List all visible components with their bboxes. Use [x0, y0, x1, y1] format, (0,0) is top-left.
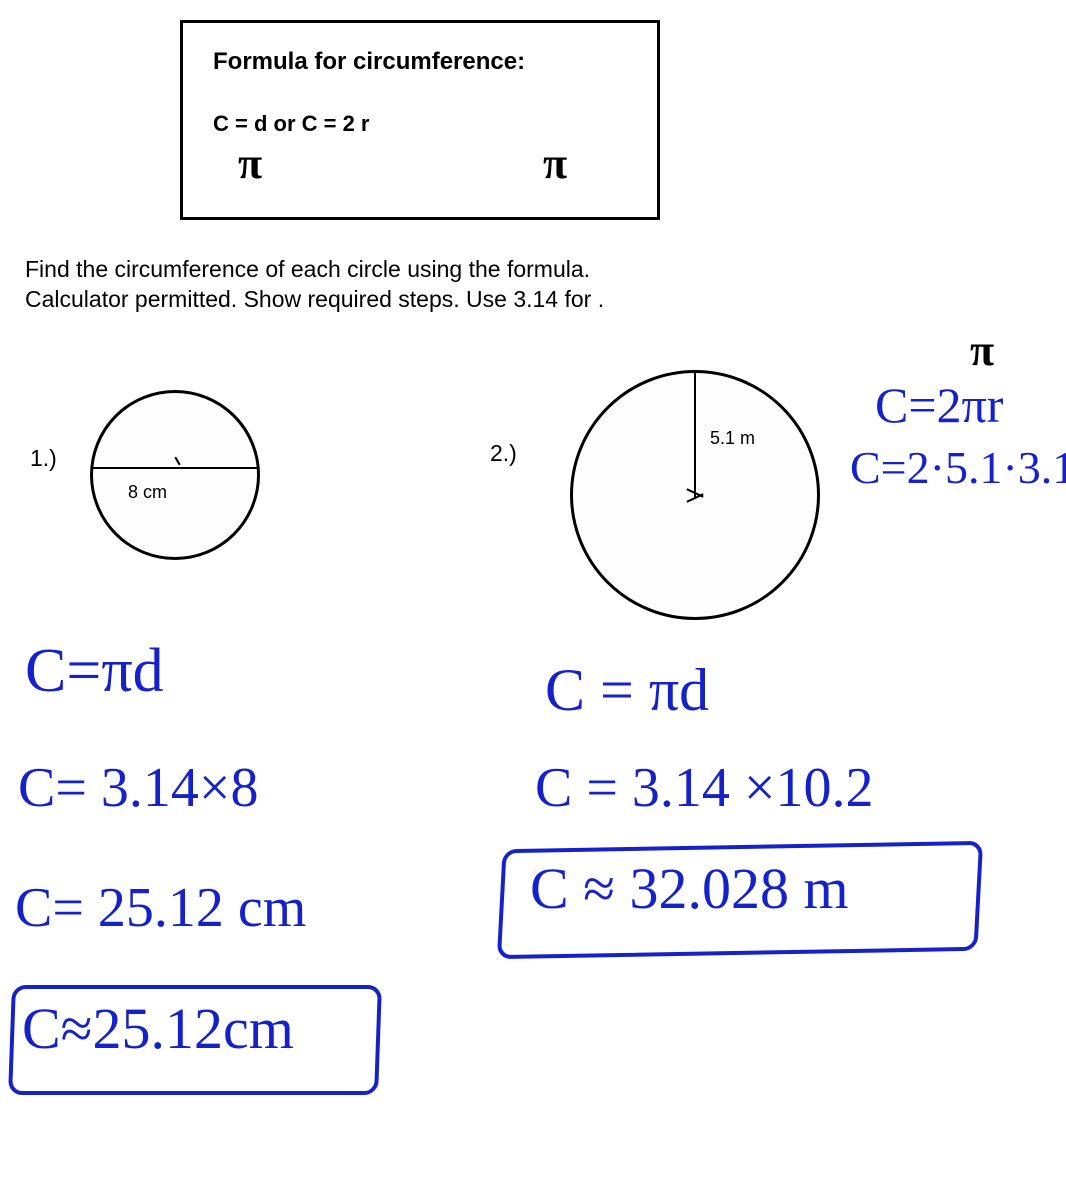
formula-box: Formula for circumference: C = d or C = … — [180, 20, 660, 220]
formula-line: C = d or C = 2 r — [213, 111, 627, 137]
problem-1-number: 1.) — [30, 445, 57, 472]
q1-work-line-2: C= 3.14×8 — [18, 760, 259, 816]
circle-1-diameter-line — [93, 467, 257, 469]
circle-1 — [90, 390, 260, 560]
pi-symbol-1: π — [238, 138, 262, 189]
q2-sidework-2: C=2·5.1·3.14 — [850, 445, 1066, 491]
problem-2-number: 2.) — [490, 440, 517, 467]
instructions-text: Find the circumference of each circle us… — [25, 255, 604, 315]
circle-2-radius-line — [694, 373, 696, 498]
q2-answer: C ≈ 32.028 m — [530, 860, 849, 918]
q2-work-line-2: C = 3.14 ×10.2 — [535, 760, 874, 816]
pi-symbol-2: π — [543, 138, 567, 189]
q1-work-line-3: C= 25.12 cm — [15, 880, 306, 936]
circle-2-label: 5.1 m — [710, 428, 755, 449]
q2-sidework-1: C=2πr — [875, 380, 1003, 430]
circle-1-label: 8 cm — [128, 482, 167, 503]
q1-answer: C≈25.12cm — [22, 1000, 294, 1058]
formula-title: Formula for circumference: — [213, 48, 627, 76]
pi-symbol-side: π — [970, 325, 994, 376]
q2-work-line-1: C = πd — [545, 660, 709, 720]
q1-work-line-1: C=πd — [25, 640, 164, 702]
